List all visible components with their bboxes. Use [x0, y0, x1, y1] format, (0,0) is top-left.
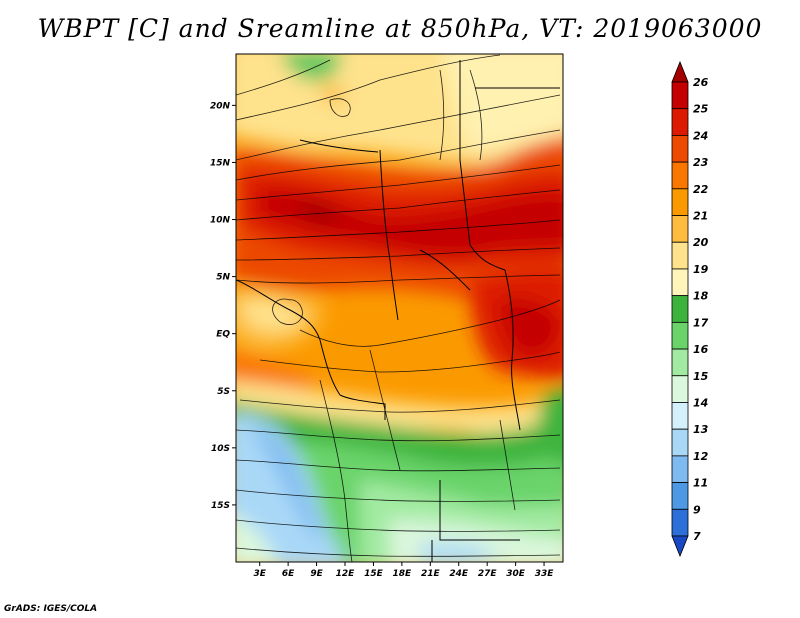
colorbar-label: 21 — [693, 210, 708, 223]
lon-tick-label: 21E — [421, 569, 441, 579]
colorbar-box — [671, 348, 689, 377]
lat-tick-label: EQ — [216, 330, 230, 340]
map-frame — [235, 53, 564, 563]
lon-tick-label: 27E — [478, 569, 498, 579]
lat-tick-label: 5S — [217, 387, 230, 397]
lon-tick-label: 18E — [393, 569, 413, 579]
lon-tick-label: 24E — [449, 569, 469, 579]
lon-tick-label: 6E — [282, 569, 295, 579]
colorbar-label: 18 — [693, 290, 709, 303]
streamlines — [236, 54, 561, 562]
lat-tick-label: 20N — [210, 101, 231, 111]
colorbar-label: 23 — [693, 156, 709, 169]
lat-tick-label: 5N — [216, 273, 230, 283]
lat-tick-label: 10S — [211, 444, 230, 454]
colorbar-label: 25 — [693, 103, 709, 116]
lon-tick-label: 9E — [310, 569, 323, 579]
colorbar-box — [671, 455, 689, 483]
map-title: WBPT [C] and Sreamline at 850hPa, VT: 20… — [37, 14, 763, 43]
colorbar-box — [671, 482, 689, 510]
colorbar-bottom-arrow — [671, 535, 689, 558]
colorbar-label: 13 — [693, 423, 709, 436]
colorbar-box — [671, 108, 689, 136]
lat-tick-label: 10N — [210, 216, 231, 226]
colorbar-box — [671, 295, 689, 323]
colorbar-label: 17 — [693, 316, 709, 329]
colorbar-box — [671, 321, 689, 350]
colorbar-label: 11 — [693, 477, 708, 490]
lon-tick-label: 15E — [364, 569, 384, 579]
colorbar-box — [671, 135, 689, 163]
lon-tick-label: 30E — [506, 569, 526, 579]
colorbar-box — [671, 81, 689, 110]
colorbar-box — [671, 188, 689, 216]
colorbar-box — [671, 215, 689, 243]
colorbar-label: 24 — [693, 129, 708, 142]
latitude-axis: 20N 15N 10N 5N EQ 5S 10S 15S — [210, 101, 236, 511]
colorbar-label: 14 — [693, 396, 708, 409]
colorbar-label: 9 — [693, 503, 701, 516]
colorbar-label: 16 — [693, 343, 709, 356]
lat-tick-label: 15N — [210, 158, 231, 168]
lon-tick-label: 3E — [253, 569, 266, 579]
colorbar-box — [671, 428, 689, 457]
lon-tick-label: 33E — [535, 569, 555, 579]
colorbar-label: 15 — [693, 370, 709, 383]
lon-tick-label: 12E — [336, 569, 356, 579]
colorbar-box — [671, 161, 689, 190]
colorbar-label: 26 — [693, 76, 709, 89]
colorbar-box — [671, 402, 689, 430]
colorbar-label: 19 — [693, 263, 709, 276]
lat-tick-label: 15S — [211, 501, 230, 511]
longitude-axis: 3E 6E 9E 12E 15E 18E 21E 24E 27E 30E 33E — [253, 562, 554, 579]
colorbar-box — [671, 268, 689, 297]
credit-label: GrADS: IGES/COLA — [4, 604, 98, 614]
colorbar-label: 7 — [693, 530, 701, 543]
colorbar-box — [671, 508, 689, 537]
colorbar-label: 12 — [693, 450, 709, 463]
colorbar-label: 22 — [693, 183, 709, 196]
colorbar: 26 25 24 23 22 21 20 19 18 17 16 15 14 13 12 11 9 7 — [671, 60, 709, 558]
colorbar-box — [671, 375, 689, 403]
colorbar-label: 20 — [693, 236, 709, 249]
wbpt-shading — [236, 54, 563, 562]
colorbar-box — [671, 241, 689, 270]
colorbar-top-arrow — [671, 60, 689, 83]
country-borders — [236, 60, 560, 562]
